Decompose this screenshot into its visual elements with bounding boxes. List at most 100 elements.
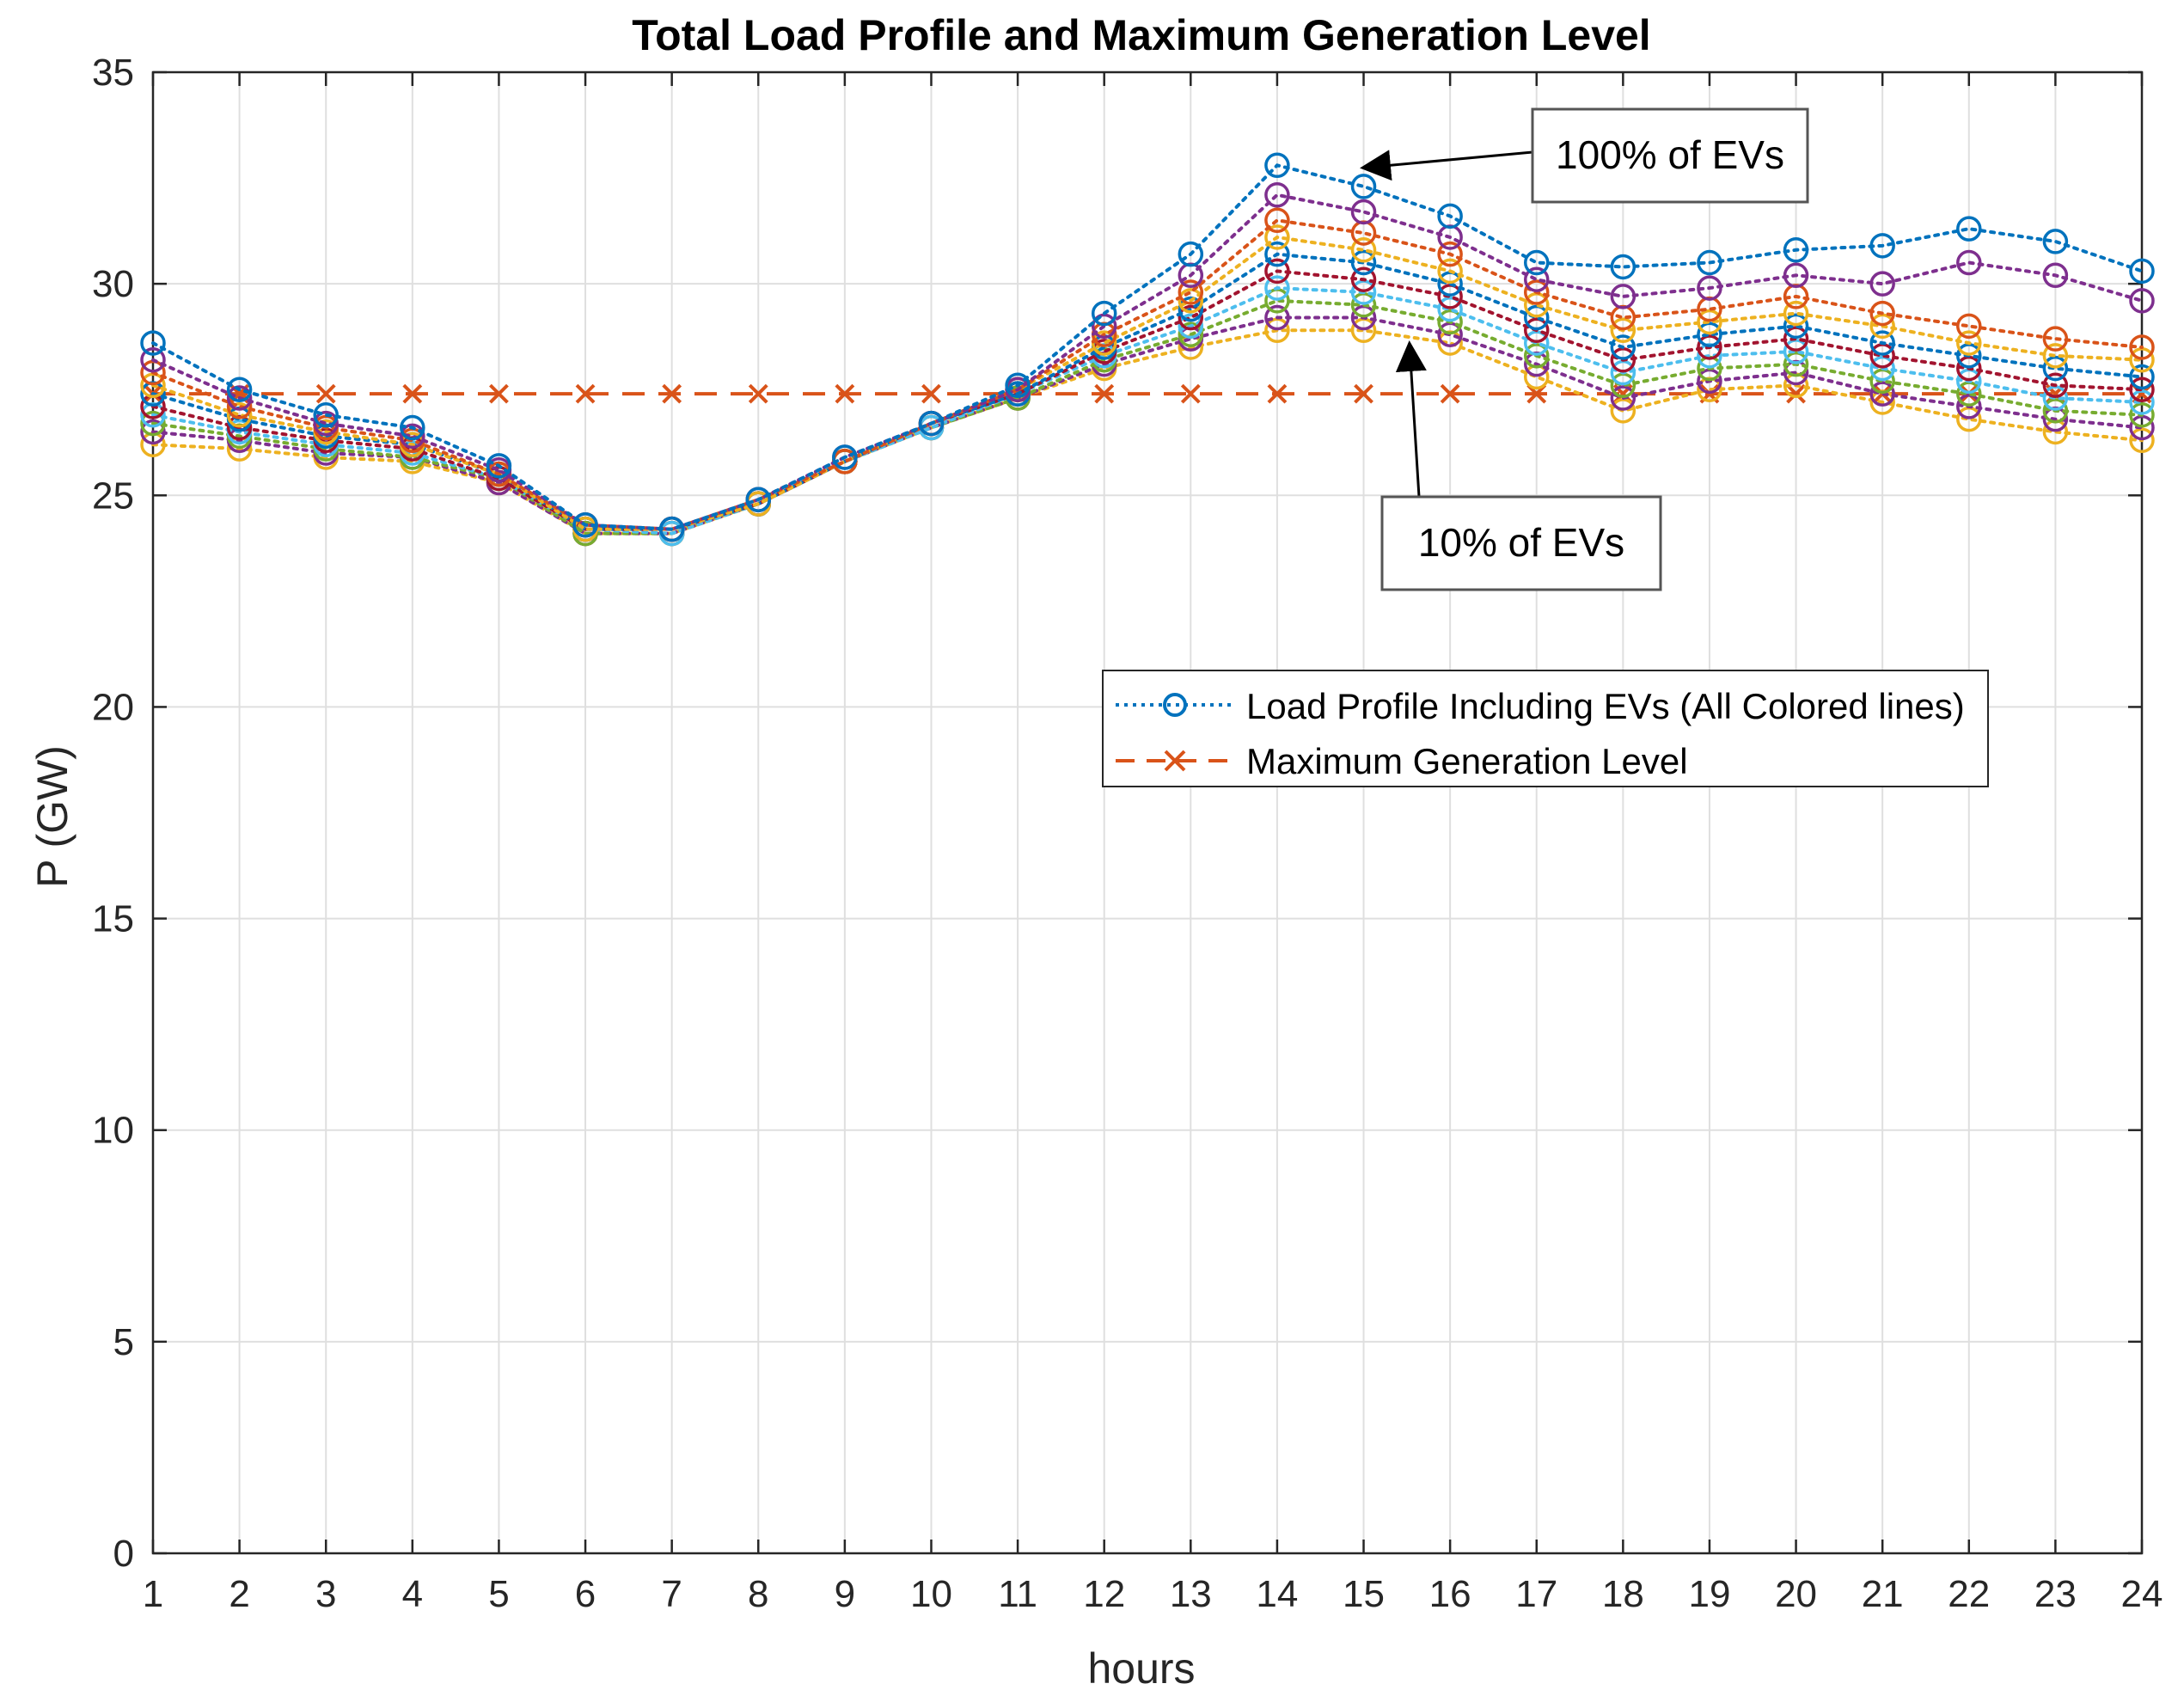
ev-series-point	[2129, 377, 2155, 402]
annotation-100-percent: 100% of EVs	[1360, 107, 1809, 204]
max-generation-marker	[748, 383, 768, 404]
ev-series-point	[1783, 300, 1809, 327]
x-tick-label: 23	[2034, 1573, 2077, 1615]
y-tick-label: 20	[92, 686, 134, 728]
ev-series-point	[2129, 334, 2155, 360]
ev-series-point	[1956, 394, 1982, 419]
x-tick-label: 24	[2121, 1573, 2163, 1615]
annotation-10-text: 10% of EVs	[1418, 520, 1624, 565]
ev-series-point	[1697, 334, 1722, 360]
y-tick-label: 30	[92, 263, 134, 305]
x-tick-label: 2	[229, 1573, 249, 1615]
ev-series-point	[226, 377, 253, 402]
x-tick-label: 22	[1948, 1573, 1990, 1615]
x-tick-label: 1	[143, 1573, 163, 1615]
max-generation-marker	[1440, 383, 1460, 404]
plot-area: 1 2 3 4 5 6 7 8 9 10 11 12 13 14 15 16 17 18 19 20 21 22 23 240…	[92, 52, 2163, 1615]
ev-series-point	[1437, 296, 1463, 322]
annotation-100-text: 100% of EVs	[1556, 132, 1784, 177]
ev-series-point	[1437, 309, 1463, 335]
max-generation-marker	[575, 383, 596, 404]
ev-series-point	[832, 444, 858, 470]
x-tick-label: 12	[1083, 1573, 1125, 1615]
legend-label-ev: Load Profile Including EVs (All Colored …	[1246, 686, 1965, 726]
ev-series-point	[400, 414, 425, 441]
ev-series-point	[1783, 339, 1809, 364]
ev-series-point	[226, 385, 253, 411]
ev-series-point	[1869, 233, 1895, 259]
ev-series-point	[1350, 199, 1377, 225]
ev-series-point	[1523, 304, 1550, 331]
ev-series-point	[1523, 317, 1550, 344]
ev-series-point	[1091, 300, 1117, 327]
max-generation-marker	[489, 383, 509, 404]
ev-series-point	[140, 419, 166, 445]
x-tick-label: 3	[315, 1573, 336, 1615]
y-tick-label: 0	[113, 1533, 134, 1575]
annotation-10-box	[1380, 495, 1662, 591]
ev-series-line	[151, 286, 2144, 536]
ev-series-point	[1523, 343, 1550, 369]
annotation-100-arrow	[1360, 150, 1533, 181]
annotation-100-box	[1531, 107, 1809, 204]
ev-series-point	[1869, 271, 1895, 297]
ev-series-point	[2042, 398, 2069, 424]
ev-series-point	[1783, 351, 1809, 377]
legend-label-maxgen: Maximum Generation Level	[1246, 741, 1688, 781]
ev-series-point	[1869, 330, 1895, 356]
ev-series-point	[226, 394, 253, 419]
ev-series-point	[1437, 258, 1463, 285]
ev-series-point	[1610, 385, 1636, 411]
legend: Load Profile Including EVs (All Colored …	[1102, 670, 1989, 787]
x-tick-label: 4	[402, 1573, 423, 1615]
ev-series-point	[2042, 262, 2069, 289]
ev-series-point	[1956, 330, 1982, 356]
x-axis-title: hours	[1087, 1644, 1195, 1693]
y-axis-title: P (GW)	[28, 745, 76, 888]
ev-series-point	[1437, 241, 1463, 267]
ev-series-point	[1091, 313, 1117, 340]
ev-series-point	[1005, 372, 1031, 399]
x-tick-label: 18	[1602, 1573, 1644, 1615]
legend-ev-marker-sample	[1163, 693, 1187, 717]
ev-series-point	[1264, 152, 1290, 179]
ev-series-point	[1697, 249, 1722, 276]
ev-series-point	[1350, 249, 1377, 276]
max-generation-marker	[662, 383, 682, 404]
ev-series-point	[1264, 207, 1290, 234]
ev-series-point	[1264, 275, 1290, 301]
ev-series-point	[2129, 288, 2155, 314]
annotation-10-arrow	[1395, 340, 1427, 498]
ev-series-point	[1178, 288, 1204, 314]
ev-series-point	[918, 410, 945, 437]
y-tick-label: 5	[113, 1321, 134, 1363]
ev-series-point	[1956, 313, 1982, 340]
ev-series-point	[1523, 249, 1550, 276]
x-tick-label: 5	[488, 1573, 509, 1615]
ev-series-point	[1523, 279, 1550, 305]
axes-background	[153, 72, 2142, 1553]
max-generation-marker	[402, 383, 423, 404]
y-tick-label: 25	[92, 474, 134, 517]
ev-series-point	[572, 511, 598, 538]
ev-series-point	[2042, 229, 2069, 254]
ev-series-point	[1264, 182, 1290, 208]
ev-series-point	[658, 516, 685, 542]
max-generation-marker	[921, 383, 941, 404]
ev-series-point	[1869, 381, 1895, 407]
ev-series-line	[151, 315, 2144, 536]
ev-series-point	[2129, 402, 2155, 428]
ev-series-point	[140, 330, 166, 356]
ev-series-point	[2042, 343, 2069, 369]
max-generation-marker	[1180, 383, 1201, 404]
x-tick-label: 16	[1429, 1573, 1471, 1615]
max-generation-marker	[1786, 383, 1806, 404]
x-tick-label: 21	[1862, 1573, 1904, 1615]
ev-series-line	[151, 269, 2144, 531]
x-tick-label: 9	[835, 1573, 855, 1615]
ev-series-point	[1610, 317, 1636, 344]
ev-series-line	[151, 193, 2144, 531]
ev-series-point	[1523, 266, 1550, 292]
ev-series-point	[1264, 258, 1290, 285]
